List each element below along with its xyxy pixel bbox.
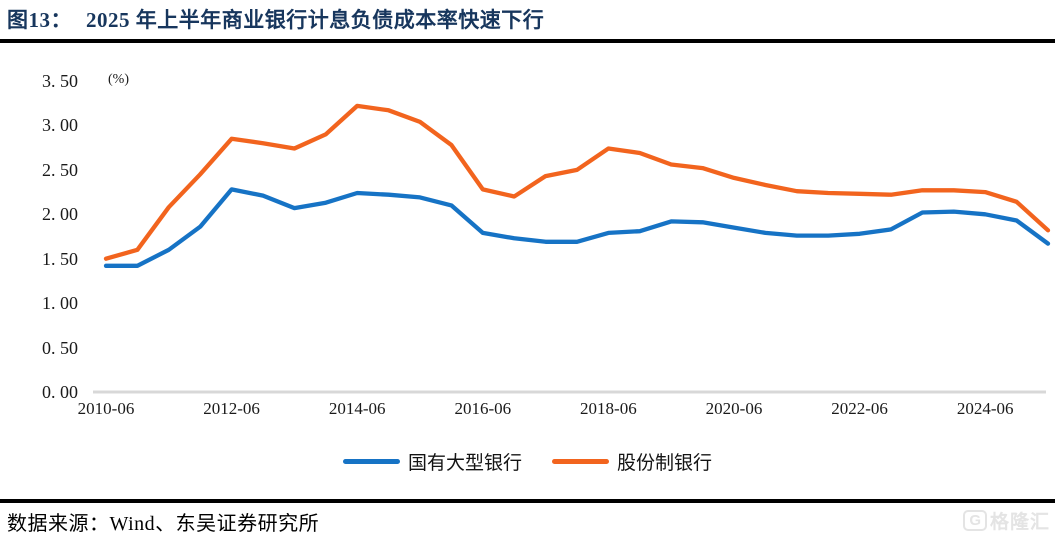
series-line-0 [103, 187, 1051, 268]
x-tick-label: 2010-06 [77, 399, 135, 418]
x-tick-label: 2012-06 [203, 399, 260, 418]
y-tick-label: 2. 50 [42, 159, 78, 180]
watermark-text: 格隆汇 [989, 512, 1050, 533]
x-tick-label: 2018-06 [580, 399, 637, 418]
series-line-1 [103, 103, 1051, 261]
gelonghui-logo-icon: G [963, 510, 987, 531]
legend-line-swatch [552, 459, 609, 464]
x-tick-label: 2020-06 [705, 399, 763, 418]
x-tick-label: 2014-06 [328, 399, 386, 418]
y-tick-label: 2. 00 [42, 204, 78, 225]
legend-item-1: 股份制银行 [552, 448, 712, 475]
legend-item-0: 国有大型银行 [342, 448, 522, 475]
figure-title: 图13： 2025 年上半年商业银行计息负债成本率快速下行 [7, 4, 544, 34]
footer-divider [0, 499, 1055, 503]
figure-number-label: 图13： [7, 8, 72, 32]
chart-legend: 国有大型银行 股份制银行 [0, 448, 1055, 475]
y-tick-label: 0. 50 [42, 337, 78, 358]
figure-title-text: 2025 年上半年商业银行计息负债成本率快速下行 [86, 8, 545, 32]
header-divider [0, 39, 1055, 43]
x-tick-label: 2024-06 [956, 399, 1014, 418]
legend-line-swatch [342, 459, 400, 464]
y-tick-label: 3. 50 [42, 71, 78, 91]
y-axis-unit-label: (%) [108, 72, 129, 87]
legend-label: 国有大型银行 [407, 453, 522, 474]
data-source-note: 数据来源：Wind、东吴证券研究所 [7, 513, 320, 535]
gelonghui-watermark: G 格隆汇 [963, 507, 1050, 534]
x-tick-label: 2022-06 [831, 399, 888, 418]
y-tick-label: 0. 00 [42, 382, 78, 402]
x-tick-label: 2016-06 [454, 399, 512, 418]
y-tick-label: 1. 00 [42, 293, 78, 314]
legend-label: 股份制银行 [617, 453, 713, 474]
y-tick-label: 1. 50 [42, 248, 78, 269]
y-tick-label: 3. 00 [42, 115, 78, 136]
